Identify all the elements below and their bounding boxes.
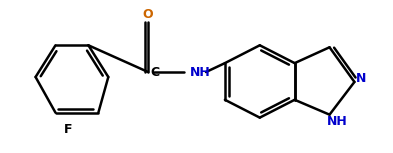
Text: N: N [356, 73, 367, 86]
Text: NH: NH [327, 115, 348, 128]
Text: F: F [64, 123, 73, 136]
Text: C: C [151, 65, 160, 78]
Text: O: O [143, 8, 154, 21]
Text: NH: NH [189, 65, 210, 78]
